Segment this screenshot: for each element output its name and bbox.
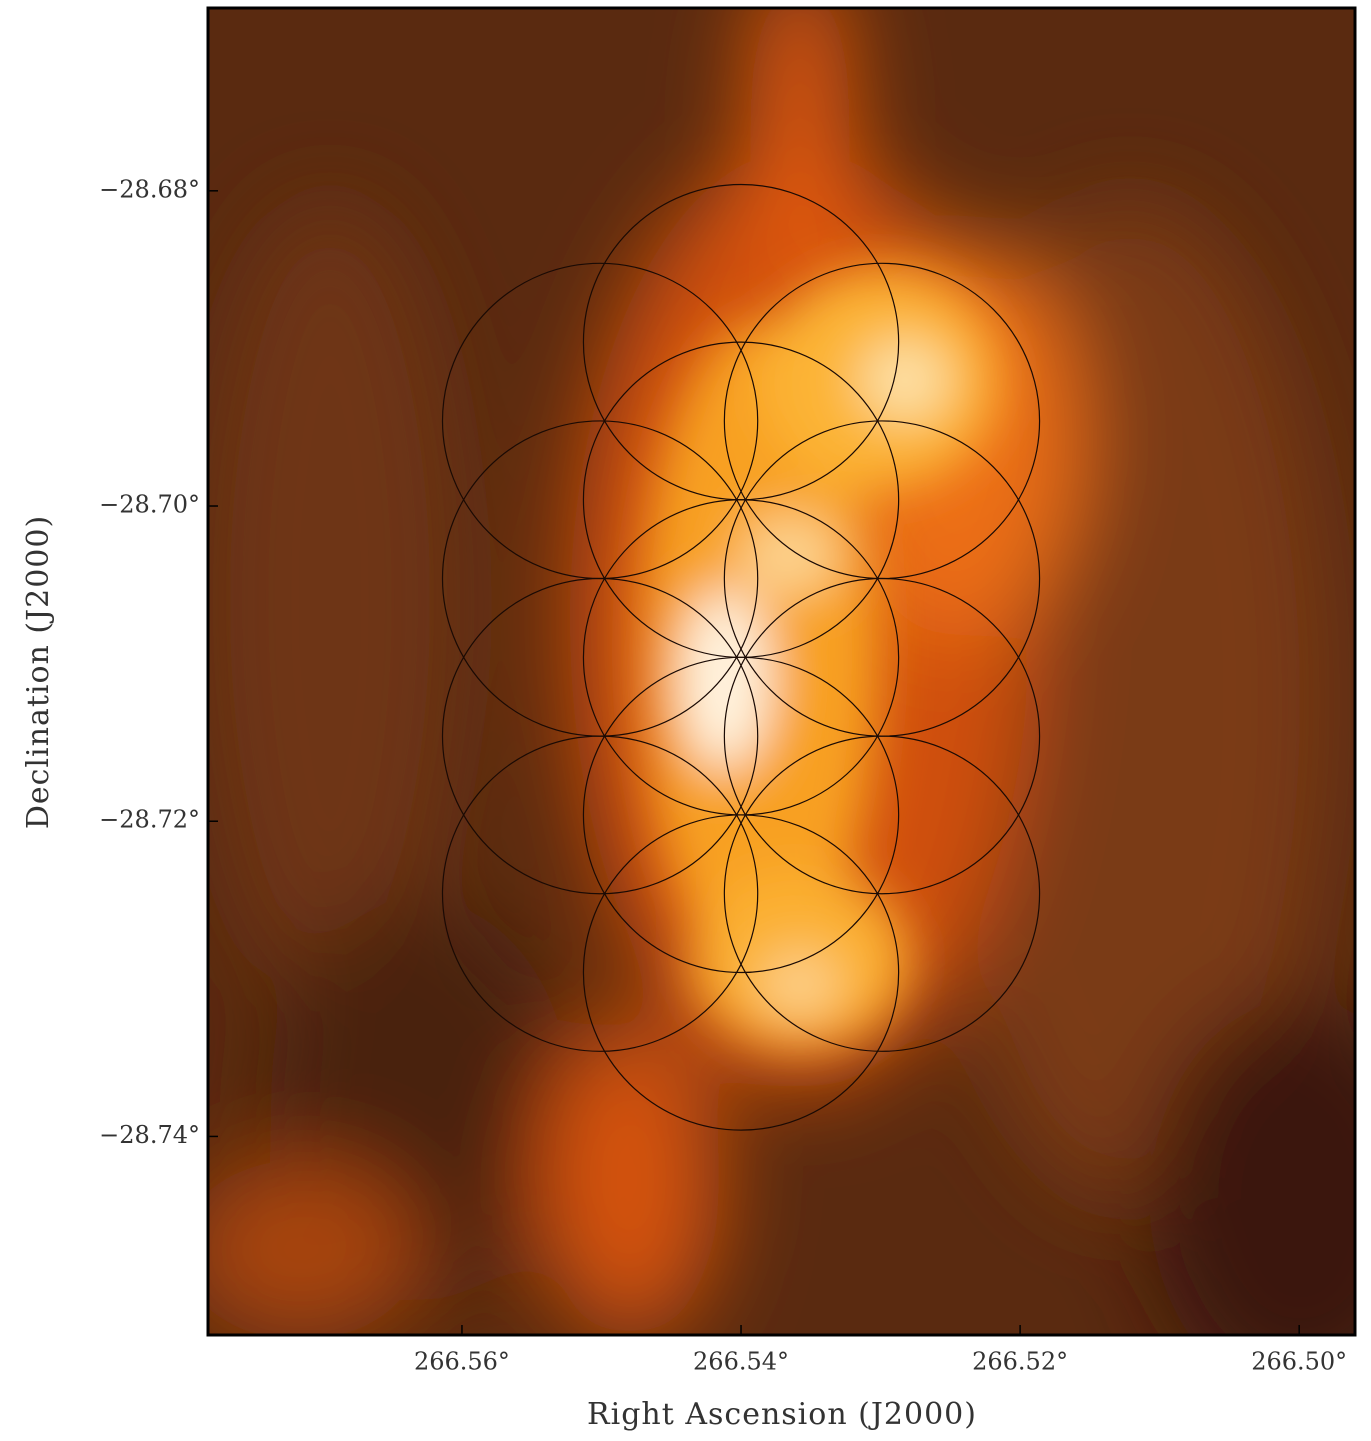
x-tick-label: 266.50° — [1251, 1348, 1347, 1376]
y-axis-label: Declination (J2000) — [21, 515, 56, 829]
x-tick-label: 266.52° — [972, 1348, 1068, 1376]
y-tick-label: −28.70° — [99, 491, 200, 519]
sky-image — [180, 0, 1371, 1400]
y-tick-label: −28.72° — [99, 806, 200, 834]
chart: Right Ascension (J2000) Declination (J20… — [0, 0, 1371, 1437]
x-tick-label: 266.56° — [414, 1348, 510, 1376]
y-tick-label: −28.68° — [99, 175, 200, 203]
y-tick-label: −28.74° — [99, 1121, 200, 1149]
x-axis-label: Right Ascension (J2000) — [587, 1397, 977, 1432]
x-tick-label: 266.54° — [693, 1348, 789, 1376]
